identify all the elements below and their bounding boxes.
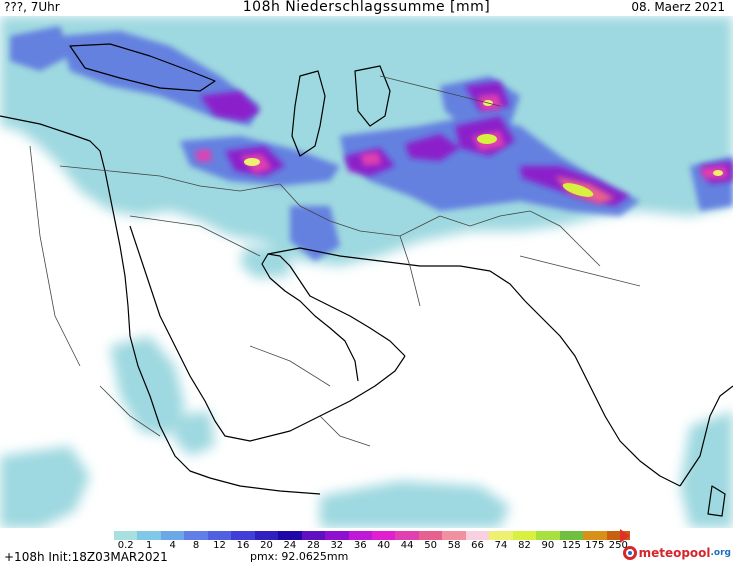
country-borders [29, 75, 641, 447]
legend-color-bar [114, 531, 630, 540]
legend-tick-labels: 0.2 1 4 8 12 16 20 24 28 32 36 40 44 50 58 66 74 82 90 125 1… [114, 540, 630, 552]
precip-light-layer [0, 16, 733, 528]
legend-tick: 0.2 [117, 540, 134, 551]
meteopool-logo[interactable]: meteopool .org [622, 546, 731, 560]
legend-tick: 8 [192, 540, 200, 551]
forecast-init-label: +108h Init:18Z03MAR2021 [4, 550, 168, 564]
legend-swatch [418, 531, 443, 540]
legend-swatch [301, 531, 326, 540]
legend-swatch [231, 531, 255, 540]
legend-swatch [536, 531, 560, 540]
legend-swatch [442, 531, 466, 540]
legend-tick: 58 [447, 540, 461, 551]
legend-swatch [395, 531, 419, 540]
legend-swatch [160, 531, 185, 540]
legend-swatch [583, 531, 607, 540]
legend-swatch [184, 531, 208, 540]
legend-tick: 82 [518, 540, 531, 551]
legend-swatch [489, 531, 513, 540]
coastlines [0, 43, 733, 517]
legend-swatch [465, 531, 490, 540]
legend-swatch [137, 531, 161, 540]
logo-tld: .org [710, 548, 731, 558]
legend-tick: 40 [377, 540, 391, 551]
legend-swatch [254, 531, 279, 540]
legend-swatch [207, 531, 232, 540]
legend-swatch [278, 531, 302, 540]
legend-swatch [348, 531, 372, 540]
legend-tick: 175 [585, 540, 605, 551]
precip-max-label: pmx: 92.0625mm [250, 550, 349, 563]
legend-tick: 90 [541, 540, 555, 551]
legend-tick: 44 [400, 540, 414, 551]
legend-swatch [559, 531, 584, 540]
legend-tick: 28 [306, 540, 320, 551]
legend-swatch [325, 531, 349, 540]
legend-tick: 36 [353, 540, 367, 551]
legend-tick: 32 [330, 540, 344, 551]
valid-time-label: ???, 7Uhr [4, 0, 60, 14]
legend-tick: 24 [283, 540, 297, 551]
precipitation-map [0, 16, 733, 528]
logo-name: meteopool [638, 546, 711, 560]
legend-swatch [606, 531, 630, 540]
valid-date-label: 08. Maerz 2021 [631, 0, 725, 14]
map-title: 108h Niederschlagssumme [mm] [242, 0, 491, 15]
legend-overflow-arrow [620, 529, 630, 543]
legend-tick: 20 [260, 540, 273, 551]
legend-tick: 12 [213, 540, 226, 551]
legend-swatch [371, 531, 396, 540]
legend-tick: 250 [608, 540, 628, 551]
legend-swatch [114, 531, 138, 540]
meteopool-logo-icon [622, 546, 637, 560]
legend-tick: 74 [494, 540, 508, 551]
legend-tick: 16 [236, 540, 250, 551]
legend-tick: 1 [145, 540, 153, 551]
legend-tick: 50 [424, 540, 437, 551]
legend-swatch [512, 531, 537, 540]
legend-tick: 66 [471, 540, 484, 551]
legend-tick: 125 [561, 540, 581, 551]
legend-tick: 4 [169, 540, 176, 551]
